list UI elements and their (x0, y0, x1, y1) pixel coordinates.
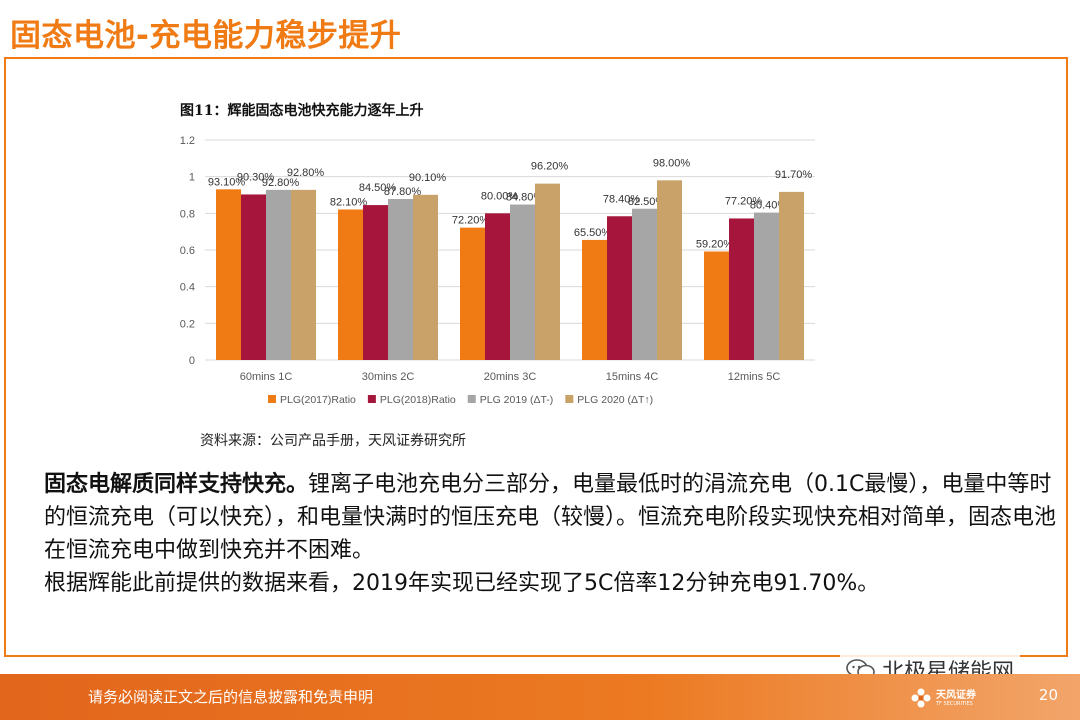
data-label: 72.20% (452, 215, 490, 227)
legend-label: PLG 2019 (ΔT-) (480, 394, 554, 406)
bar (485, 213, 510, 360)
bar (266, 189, 291, 360)
data-label: 80.40% (750, 200, 788, 212)
flower-logo-icon (910, 687, 932, 709)
data-label: 78.40% (603, 193, 641, 205)
y-tick-label: 0.4 (180, 282, 195, 294)
x-tick-label: 30mins 2C (362, 371, 415, 383)
bar (291, 189, 316, 360)
y-tick-label: 0.6 (180, 245, 195, 257)
data-label: 65.50% (574, 227, 612, 239)
x-tick-label: 20mins 3C (484, 371, 537, 383)
bar-chart: 00.20.40.60.811.293.10%90.30%92.80%92.80… (180, 135, 815, 406)
bar (388, 199, 413, 360)
x-tick-label: 12mins 5C (728, 371, 781, 383)
company-logo: 天风证券 TF SECURITIES (910, 687, 976, 709)
y-tick-label: 1.2 (180, 135, 195, 147)
legend-swatch (367, 395, 376, 403)
data-label: 84.50% (359, 182, 397, 194)
data-label: 92.80% (287, 167, 325, 179)
y-tick-label: 1 (189, 172, 195, 184)
data-label: 80.00% (481, 190, 519, 202)
data-label: 93.10% (208, 176, 246, 188)
legend-swatch (268, 395, 276, 403)
legend-label: PLG 2020 (ΔT↑) (577, 394, 653, 406)
data-label: 59.20% (696, 238, 734, 250)
content-frame (4, 57, 1068, 657)
bar (460, 227, 485, 360)
legend-swatch (467, 395, 476, 403)
bar (413, 194, 438, 360)
footer-bar (0, 674, 1080, 720)
bar (632, 208, 657, 360)
bar (363, 205, 388, 360)
y-tick-label: 0.8 (180, 208, 195, 220)
data-label: 82.50% (628, 196, 666, 208)
bar (657, 180, 682, 360)
body-lead: 固态电解质同样支持快充。 (44, 472, 309, 497)
bar (535, 183, 560, 360)
logo-subtext: TF SECURITIES (936, 700, 973, 707)
legend-swatch (565, 395, 574, 403)
legend-label: PLG(2017)Ratio (280, 394, 356, 406)
bar (582, 239, 607, 360)
data-label: 92.80% (262, 177, 300, 189)
x-tick-label: 15mins 4C (606, 371, 659, 383)
logo-text: 天风证券 (936, 689, 976, 701)
legend-label: PLG(2018)Ratio (380, 394, 456, 406)
figure-caption: 图11：辉能固态电池快充能力逐年上升 (180, 103, 424, 119)
bar (510, 204, 535, 360)
source-note: 资料来源：公司产品手册，天风证券研究所 (200, 433, 466, 449)
data-label: 96.20% (531, 161, 569, 173)
data-label: 98.00% (653, 157, 691, 169)
data-label: 82.10% (330, 196, 368, 208)
data-label: 90.30% (237, 171, 275, 183)
body-text: 固态电解质同样支持快充。锂离子电池充电分三部分，电量最低时的涓流充电（0.1C最… (44, 468, 1064, 600)
y-tick-label: 0.2 (180, 318, 195, 330)
bar (216, 189, 241, 360)
slide-title: 固态电池-充电能力稳步提升 (10, 18, 402, 54)
data-label: 77.20% (725, 195, 763, 207)
x-tick-label: 60mins 1C (240, 371, 293, 383)
body-paragraph-1: 固态电解质同样支持快充。锂离子电池充电分三部分，电量最低时的涓流充电（0.1C最… (44, 468, 1064, 567)
bar (779, 191, 804, 360)
body-rest: 锂离子电池充电分三部分，电量最低时的涓流充电（0.1C最慢），电量中等时的恒流充… (44, 472, 1057, 563)
bar (241, 194, 266, 360)
bar (729, 218, 754, 360)
bar (754, 212, 779, 360)
data-label: 87.80% (384, 186, 422, 198)
bar (704, 251, 729, 360)
footer-disclaimer: 请务必阅读正文之后的信息披露和免责申明 (88, 688, 374, 706)
data-label: 90.10% (409, 172, 447, 184)
bar (338, 209, 363, 360)
y-tick-label: 0 (189, 355, 195, 367)
data-label: 84.80% (506, 192, 544, 204)
page-number: 20 (1038, 686, 1058, 704)
bar (607, 216, 632, 360)
body-paragraph-2: 根据辉能此前提供的数据来看，2019年实现已经实现了5C倍率12分钟充电91.7… (44, 571, 880, 596)
data-label: 91.70% (775, 169, 813, 181)
